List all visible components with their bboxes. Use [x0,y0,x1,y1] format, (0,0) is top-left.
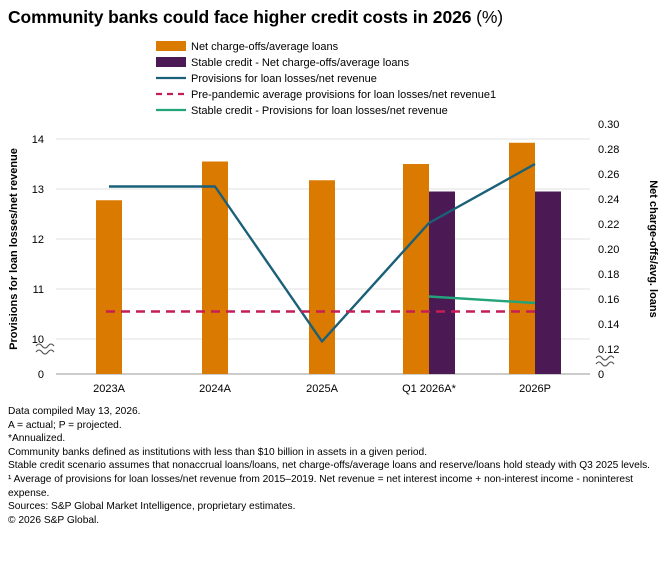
right-axis-label: Net charge-offs/avg. loans [647,180,659,318]
left-tick-4: 10 [32,334,44,346]
legend-label-3: Pre-pandemic average provisions for loan… [191,89,496,101]
left-tick-zero: 0 [38,369,44,381]
legend-label-4: Stable credit - Provisions for loan loss… [191,105,448,117]
legend-swatch-1 [156,57,186,67]
line-stable-provisions [428,295,536,305]
footnote-2: *Annualized. [8,433,66,445]
category-label-0: 2023A [93,383,125,395]
left-tick-2: 12 [32,234,44,246]
legend-swatch-0 [156,41,186,51]
legend: Net charge-offs/average loans Stable cred… [156,41,496,117]
bar-stable-credit-3 [429,191,455,374]
bar-net-charge-offs-0 [96,200,122,374]
right-tick-0: 0.30 [598,119,619,131]
left-tick-3: 11 [33,284,44,296]
category-label-2: 2025A [306,383,338,395]
footnote-5: ¹ Average of provisions for loan losses/… [8,473,634,499]
bar-net-charge-offs-2 [309,180,335,374]
right-tick-4: 0.22 [598,219,619,231]
bar-net-charge-offs-4 [509,142,535,374]
axes: 14 13 12 11 10 0 Provisions for loan losses/ne… [8,119,659,395]
left-axis-break-icon [35,343,55,355]
right-tick-1: 0.28 [598,144,619,156]
category-label-3: Q1 2026A* [402,383,457,395]
legend-label-0: Net charge-offs/average loans [191,41,339,53]
right-tick-6: 0.18 [598,269,619,281]
right-tick-5: 0.20 [598,244,619,256]
legend-label-2: Provisions for loan losses/net revenue [191,73,377,85]
right-tick-8: 0.14 [598,319,619,331]
right-tick-7: 0.16 [598,294,619,306]
bar-stable-credit-4 [535,191,561,374]
category-label-1: 2024A [199,383,231,395]
chart-title-unit: (%) [476,7,504,27]
footnote-6: Sources: S&P Global Market Intelligence,… [8,501,296,513]
chart-title: Community banks could face higher credit… [8,7,503,28]
footnote-0: Data compiled May 13, 2026. [8,406,141,417]
footnote-4: Stable credit scenario assumes that nona… [8,460,651,472]
category-label-4: 2026P [519,383,551,395]
bar-net-charge-offs-3 [403,164,429,374]
right-tick-2: 0.26 [598,169,619,181]
right-tick-9: 0.12 [598,344,619,356]
footnotes: Data compiled May 13, 2026. A = actual; P… [8,405,656,527]
footnote-7: © 2026 S&P Global. [8,514,100,526]
footnote-1: A = actual; P = projected. [8,419,122,431]
right-tick-zero: 0 [598,369,604,381]
left-tick-1: 13 [32,184,44,196]
bar-net-charge-offs-1 [202,161,228,374]
line-provisions [109,162,536,343]
left-axis-label: Provisions for loan losses/net revenue [8,148,20,350]
footnote-3: Community banks defined as institutions … [8,446,428,458]
right-tick-3: 0.24 [598,194,619,206]
chart-title-text: Community banks could face higher credit… [8,7,472,27]
legend-label-1: Stable credit - Net charge-offs/average … [191,57,410,69]
right-axis-break-icon [595,355,615,367]
chart: Net charge-offs/average loans Stable cred… [8,41,659,395]
left-tick-0: 14 [32,134,44,146]
lines [106,162,536,343]
